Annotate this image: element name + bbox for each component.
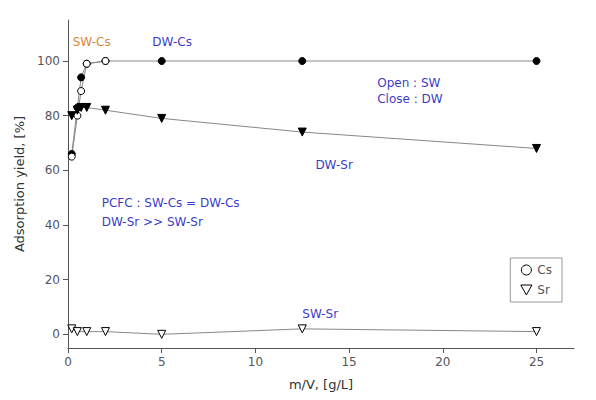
svg-text:m/V, [g/L]: m/V, [g/L]	[289, 377, 353, 392]
svg-text:25: 25	[529, 355, 544, 369]
svg-text:10: 10	[248, 355, 263, 369]
svg-text:20: 20	[45, 273, 60, 287]
svg-text:Adsorption yield, [%]: Adsorption yield, [%]	[12, 116, 27, 252]
svg-text:100: 100	[37, 54, 60, 68]
svg-text:60: 60	[45, 163, 60, 177]
svg-text:Sr: Sr	[537, 283, 550, 297]
svg-text:15: 15	[341, 355, 356, 369]
svg-text:SW-Sr: SW-Sr	[302, 307, 338, 321]
svg-text:0: 0	[52, 327, 60, 341]
svg-text:Cs: Cs	[537, 263, 552, 277]
svg-text:5: 5	[158, 355, 166, 369]
svg-text:DW-Sr >> SW-Sr: DW-Sr >> SW-Sr	[102, 215, 203, 229]
svg-text:SW-Cs: SW-Cs	[73, 35, 111, 49]
svg-text:80: 80	[45, 109, 60, 123]
svg-text:Close : DW: Close : DW	[377, 92, 443, 106]
svg-text:Open : SW: Open : SW	[377, 76, 440, 90]
svg-text:PCFC : SW-Cs = DW-Cs: PCFC : SW-Cs = DW-Cs	[102, 196, 240, 210]
svg-text:20: 20	[435, 355, 450, 369]
svg-text:DW-Cs: DW-Cs	[152, 35, 192, 49]
svg-text:DW-Sr: DW-Sr	[315, 158, 353, 172]
svg-text:0: 0	[64, 355, 72, 369]
svg-text:40: 40	[45, 218, 60, 232]
